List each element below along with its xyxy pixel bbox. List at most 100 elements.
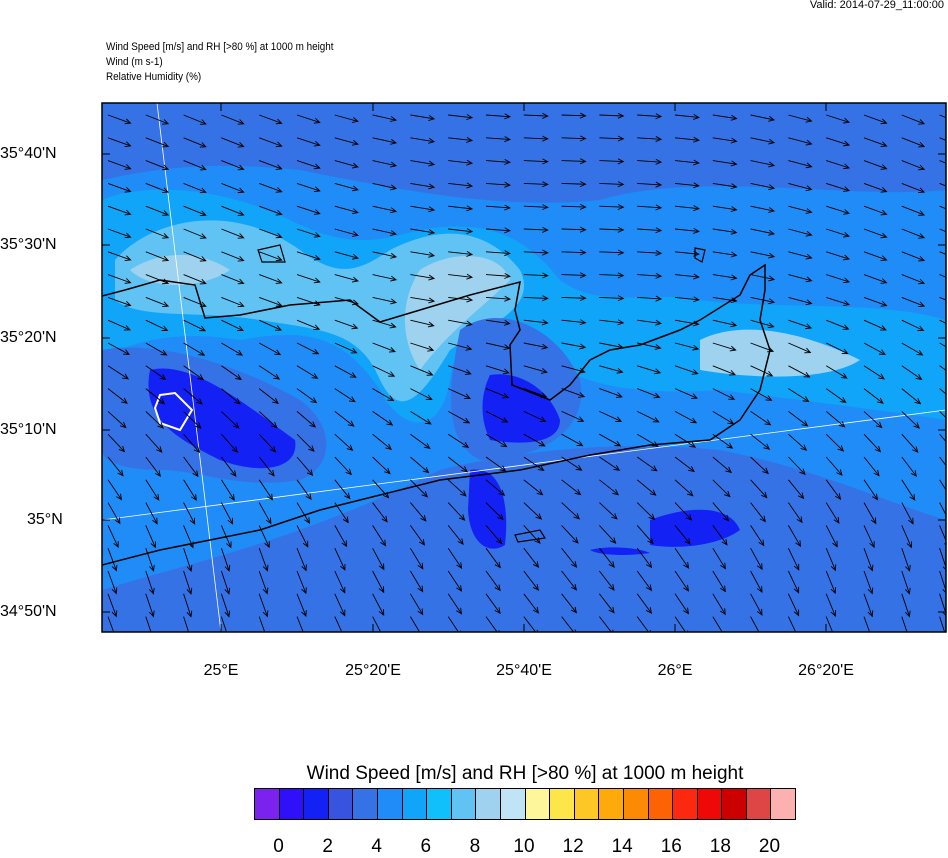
wind-arrow: [372, 433, 393, 451]
wind-arrow: [863, 411, 883, 429]
wind-arrow: [863, 274, 888, 284]
wind-arrow: [183, 616, 190, 632]
rh-units-label: Relative Humidity (%): [106, 71, 202, 83]
wind-arrow: [183, 548, 193, 572]
wind-arrow: [372, 456, 391, 475]
wind-arrow: [145, 205, 170, 216]
wind-arrow: [183, 251, 207, 262]
wind-arrow: [410, 160, 436, 167]
wind-arrow: [636, 456, 658, 472]
wind-arrow: [750, 274, 776, 282]
wind-arrow: [447, 502, 466, 521]
wind-arrow: [334, 548, 346, 571]
wind-arrow: [674, 570, 690, 592]
wind-arrow: [410, 456, 430, 474]
wind-arrow: [145, 365, 167, 381]
wind-arrow: [561, 410, 585, 422]
colorbar-label: 12: [562, 836, 584, 857]
wind-arrow: [939, 251, 946, 255]
wind-arrow: [296, 160, 321, 170]
wind-arrow: [901, 137, 926, 148]
wind-arrow: [372, 525, 387, 547]
wind-arrow: [788, 205, 813, 214]
wind-arrow: [788, 502, 803, 524]
wind-arrow: [901, 296, 926, 308]
wind-arrow: [712, 593, 726, 616]
wind-arrow: [372, 342, 396, 353]
wind-arrow: [107, 570, 118, 595]
colorbar-swatch: [697, 789, 723, 819]
wind-arrow: [939, 365, 946, 371]
wind-arrow: [372, 388, 395, 402]
wind-arrow: [220, 570, 231, 595]
wind-arrow: [372, 479, 390, 499]
wind-arrow: [334, 114, 359, 123]
wind-arrow: [523, 479, 544, 496]
colorbar-swatch: [771, 789, 796, 819]
wind-arrow: [220, 525, 232, 549]
wind-arrow: [523, 319, 549, 326]
wind-arrow: [485, 342, 511, 351]
wind-arrow: [863, 502, 877, 525]
wind-arrow: [334, 433, 354, 452]
wind-arrow: [712, 616, 726, 632]
wind-arrow: [183, 205, 207, 216]
wind-arrow: [447, 433, 470, 448]
wind-arrow: [750, 319, 775, 329]
wind-arrow: [636, 525, 654, 545]
wind-arrow: [788, 411, 809, 427]
wind-arrow: [448, 296, 474, 303]
wind-arrow: [221, 137, 245, 148]
wind-arrow: [561, 226, 587, 233]
wind-arrow: [939, 160, 946, 164]
wind-arrow: [334, 274, 359, 283]
wind-arrow: [712, 388, 736, 400]
wind-arrow: [561, 593, 578, 614]
wind-arrow: [637, 250, 663, 256]
wind-arrow: [485, 319, 511, 326]
wind-arrow: [674, 411, 698, 424]
lat-label: 35°30'N: [0, 236, 57, 253]
colorbar: [254, 788, 796, 820]
wind-arrow: [145, 479, 160, 501]
wind-arrow: [485, 616, 500, 632]
wind-arrow: [145, 319, 169, 331]
wind-arrow: [825, 365, 848, 379]
wind-arrow: [485, 272, 511, 279]
wind-arrow: [485, 456, 507, 472]
wind-arrow: [221, 114, 245, 125]
wind-arrow: [485, 158, 511, 165]
wind-arrow: [448, 319, 473, 327]
wind-arrow: [523, 570, 540, 591]
wind-arrow: [485, 181, 511, 188]
wind-arrow: [826, 137, 851, 147]
wind-arrow: [825, 616, 834, 632]
wind-arrow: [863, 525, 875, 549]
wind-arrow: [372, 502, 388, 523]
lon-label: 25°E: [203, 662, 239, 679]
wind-arrows: [107, 112, 946, 632]
wind-arrow: [523, 135, 549, 142]
wind-arrow: [447, 593, 463, 615]
wind-arrow: [296, 319, 321, 331]
wind-arrow: [599, 388, 623, 398]
wind-arrow: [825, 570, 837, 595]
wind-arrow: [258, 548, 269, 572]
wind-arrow: [599, 249, 625, 256]
wind-arrow: [939, 342, 946, 348]
wind-arrow: [296, 433, 315, 452]
wind-arrow: [599, 204, 625, 210]
colorbar-label: 14: [611, 836, 633, 857]
wind-arrow: [712, 525, 728, 546]
wind-arrow: [863, 296, 888, 307]
wind-arrow: [863, 251, 888, 261]
wind-arrow: [183, 137, 207, 148]
wind-arrow: [372, 137, 398, 145]
wind-arrow: [485, 365, 510, 375]
wind-arrow: [674, 479, 694, 497]
wind-arrow: [183, 479, 197, 502]
wind-arrow: [448, 250, 474, 257]
lat-label: 35°N: [27, 511, 63, 528]
colorbar-swatch: [377, 789, 403, 819]
rh-contour: [153, 391, 194, 432]
